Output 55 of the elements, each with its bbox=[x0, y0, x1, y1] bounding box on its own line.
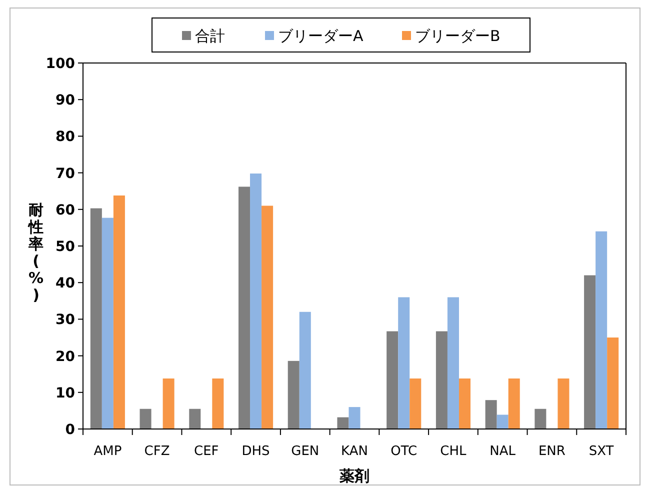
bar bbox=[496, 414, 508, 429]
x-tick-label: CFZ bbox=[144, 444, 170, 459]
y-tick-label: 70 bbox=[56, 166, 76, 182]
x-axis-title: 薬剤 bbox=[338, 467, 370, 485]
y-axis-title: 耐性率(%) bbox=[28, 201, 44, 304]
bar bbox=[398, 297, 410, 429]
x-tick-label: NAL bbox=[490, 444, 516, 459]
bar bbox=[485, 400, 497, 429]
x-tick-label: SXT bbox=[588, 444, 614, 459]
bar bbox=[584, 275, 596, 429]
x-tick-label: DHS bbox=[242, 444, 270, 459]
y-tick-label: 60 bbox=[56, 202, 76, 218]
y-tick-label: 0 bbox=[65, 422, 76, 438]
bar bbox=[102, 218, 114, 429]
x-tick-label: GEN bbox=[291, 444, 320, 459]
bar bbox=[534, 408, 546, 429]
bar bbox=[447, 297, 459, 429]
x-tick-label: OTC bbox=[390, 444, 418, 459]
bar bbox=[410, 378, 422, 429]
bar bbox=[337, 417, 349, 429]
bar bbox=[162, 378, 174, 429]
legend-label: 合計 bbox=[195, 27, 225, 45]
y-tick-label: 100 bbox=[46, 56, 76, 72]
bar bbox=[113, 195, 125, 429]
y-tick-label: 20 bbox=[56, 348, 76, 365]
bar bbox=[212, 378, 224, 429]
bar bbox=[140, 408, 152, 429]
bar bbox=[262, 206, 274, 429]
bar bbox=[299, 312, 311, 429]
y-tick-label: 50 bbox=[56, 239, 76, 255]
bar bbox=[90, 208, 102, 429]
y-tick-label: 40 bbox=[56, 276, 76, 292]
legend-label: ブリーダーB bbox=[415, 27, 500, 45]
bar bbox=[238, 186, 250, 429]
bar bbox=[558, 378, 570, 429]
x-tick-label: CEF bbox=[194, 444, 219, 459]
x-tick-label: CHL bbox=[440, 444, 468, 459]
bar bbox=[607, 338, 619, 429]
y-tick-label: 30 bbox=[56, 312, 76, 328]
y-tick-label: 10 bbox=[56, 385, 76, 402]
bar bbox=[189, 408, 201, 429]
bar bbox=[288, 360, 300, 429]
bar bbox=[458, 378, 471, 429]
bar bbox=[436, 331, 448, 429]
x-tick-label: AMP bbox=[94, 444, 122, 459]
bar bbox=[508, 378, 520, 429]
x-tick-label: ENR bbox=[538, 444, 566, 459]
bar bbox=[348, 407, 360, 429]
legend-label: ブリーダーA bbox=[278, 27, 364, 45]
y-tick-label: 80 bbox=[56, 129, 76, 146]
bar bbox=[596, 231, 608, 429]
x-tick-label: KAN bbox=[341, 444, 368, 459]
bar bbox=[250, 174, 262, 429]
bar bbox=[386, 331, 398, 429]
y-tick-label: 90 bbox=[56, 92, 76, 109]
